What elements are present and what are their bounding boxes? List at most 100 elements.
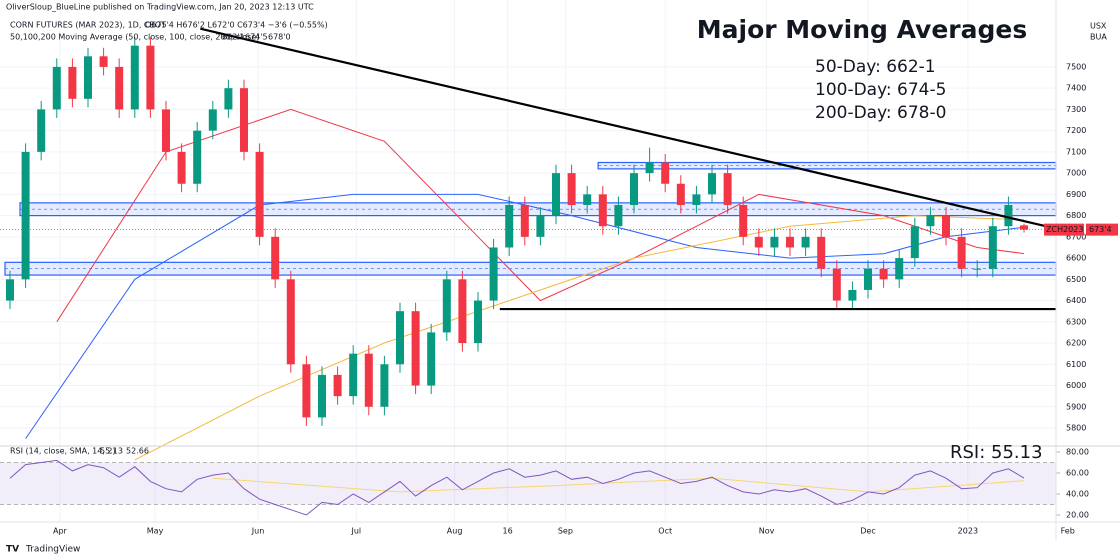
candle-body [177, 151, 186, 184]
y-tick-label: 7200 [1066, 126, 1086, 135]
candle-body [598, 194, 607, 227]
rsi-line [9, 459, 1025, 516]
candle-body [83, 56, 92, 99]
candle-body [224, 88, 233, 110]
candle-body [411, 311, 420, 386]
ma-label: 50,100,200 Moving Average (50, close, 10… [10, 33, 259, 42]
y-tick-label: 6400 [1066, 296, 1086, 305]
candle-body [442, 279, 451, 333]
candle-body [832, 268, 841, 301]
candle-body [661, 162, 670, 184]
main-pane [0, 27, 1057, 461]
candle-body [239, 88, 248, 152]
price-tag [1086, 223, 1118, 236]
y-tick-label: 7300 [1066, 105, 1086, 114]
candle-body [302, 364, 311, 418]
rsi-value: 55.13 [100, 447, 123, 456]
footer: TradingView [25, 545, 80, 555]
rsi-tick-label: 40.00 [1066, 489, 1089, 498]
y-tick-label: 6500 [1066, 275, 1086, 284]
symbol-tag-text: ZCH2023 [1046, 225, 1083, 234]
y-tick-label: 6800 [1066, 211, 1086, 220]
candle-body [942, 215, 951, 237]
x-tick-label: 2023 [958, 527, 978, 536]
candle-body [364, 353, 373, 407]
candle-body [567, 173, 576, 205]
rsi-tick-label: 80.00 [1066, 447, 1089, 456]
currency: USX [1090, 22, 1107, 31]
annotation: 100-Day: 674-5 [815, 80, 946, 100]
ma-value: 678'0 [268, 33, 291, 42]
y-tick-label: 7400 [1066, 84, 1086, 93]
candle-body [99, 56, 108, 67]
candle-body [864, 268, 873, 290]
candle-body [520, 204, 529, 237]
rsi-annotation: RSI: 55.13 [950, 442, 1043, 463]
candle-body [801, 236, 810, 248]
x-tick-label: Nov [759, 527, 775, 536]
price-tag-text: 673'4 [1089, 225, 1112, 234]
candle-body [21, 151, 30, 280]
candle-body [474, 300, 483, 344]
candle-body [848, 289, 857, 301]
rsi-tick-label: 20.00 [1066, 510, 1089, 519]
candle-body [458, 279, 467, 344]
candle-body [286, 279, 295, 365]
rsi-ma-value: 52.66 [126, 447, 149, 456]
y-tick-label: 5900 [1066, 402, 1086, 411]
y-tick-label: 6600 [1066, 254, 1086, 263]
symbol: CORN FUTURES (MAR 2023), 1D, CBOT [10, 21, 166, 30]
rsi-band [0, 462, 1056, 505]
candle-body [489, 247, 498, 301]
x-tick-label: Apr [53, 527, 68, 536]
y-tick-label: 6100 [1066, 360, 1086, 369]
y-tick-label: 6700 [1066, 232, 1086, 241]
candle-body [130, 45, 139, 110]
candle-body [1020, 225, 1029, 230]
drawn-line [200, 27, 1047, 228]
x-tick-label: 16 [503, 527, 513, 536]
y-tick-label: 6000 [1066, 381, 1086, 390]
ohlc: O675'4 H676'2 L672'0 C673'4 −3'6 (−0.55%… [145, 21, 328, 30]
candle-body [536, 215, 545, 237]
candle-body [676, 183, 685, 205]
moving-average [134, 215, 1025, 461]
ma-value: 662'1 [222, 33, 245, 42]
candle-body [333, 374, 342, 397]
x-tick-label: May [147, 527, 164, 536]
y-tick-label: 6900 [1066, 190, 1086, 199]
labels: OliverSloup_BlueLine published on Tradin… [6, 3, 1107, 555]
candle-body [770, 236, 779, 248]
rsi-pane [0, 451, 1060, 516]
candle-body [988, 226, 997, 269]
logo: TV [6, 545, 19, 555]
candle-body [614, 204, 623, 227]
y-tick-label: 7000 [1066, 169, 1086, 178]
candle-body [926, 215, 935, 227]
ma-value: 674'5 [245, 33, 268, 42]
x-tick-label: Feb [1061, 527, 1075, 536]
candle-body [5, 279, 14, 301]
candle-body [37, 109, 46, 152]
rsi-tick-label: 60.00 [1066, 468, 1089, 477]
candle-body [910, 226, 919, 259]
candle-body [957, 236, 966, 269]
annotation: 50-Day: 662-1 [815, 57, 936, 77]
candle-body [395, 311, 404, 365]
x-tick-label: Sep [558, 527, 573, 536]
candle-body [1004, 204, 1013, 227]
x-tick-label: Jun [251, 527, 265, 536]
candle-body [552, 173, 561, 216]
rsi-label: RSI (14, close, SMA, 14, 2) [10, 447, 116, 456]
chart-title: Major Moving Averages [697, 15, 1027, 44]
candle-body [68, 66, 77, 99]
candle-body [708, 173, 717, 195]
candle-body [146, 45, 155, 110]
candle-body [786, 236, 795, 248]
candle-body [879, 268, 888, 280]
candle-body [193, 130, 202, 184]
candle-body [973, 268, 982, 270]
candle-body [630, 173, 639, 205]
